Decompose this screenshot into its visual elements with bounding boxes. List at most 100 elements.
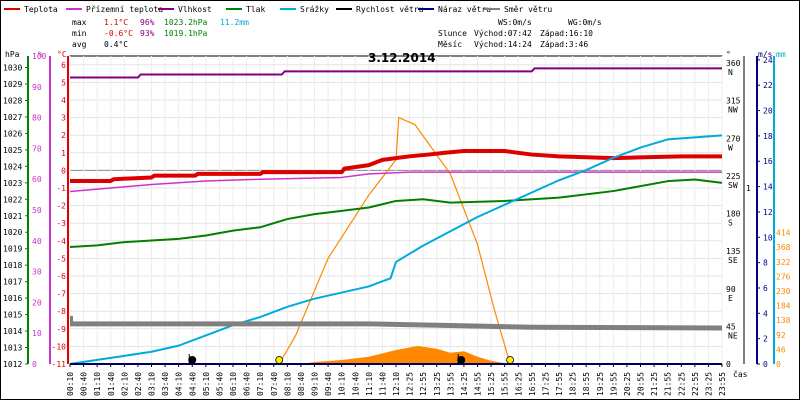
tick-c: 6: [61, 61, 66, 70]
axis-unit-pct: %: [38, 50, 43, 59]
tick-pct: 100: [32, 52, 47, 61]
tick-hpa: 1026: [3, 129, 22, 138]
tick-pct: 40: [32, 237, 42, 246]
tick-x: 23:55: [718, 372, 727, 396]
stat-avg-label: avg: [72, 40, 87, 49]
tick-x: 14:55: [474, 372, 483, 396]
tick-c: 0: [61, 166, 66, 175]
tick-mm: 276: [776, 272, 791, 281]
tick-mm: 368: [776, 243, 791, 252]
tick-x: 02:10: [120, 372, 129, 396]
tick-ms: 24: [763, 56, 773, 65]
tick-x: 06:10: [229, 372, 238, 396]
rain-marker: 1: [746, 184, 751, 193]
stat-max-temp: 1.1°C: [104, 18, 128, 27]
tick-mm: 138: [776, 316, 791, 325]
tick-x: 09:10: [311, 372, 320, 396]
tick-x: 16:25: [514, 372, 523, 396]
legend-label: Tlak: [246, 5, 265, 14]
tick-c: -6: [56, 272, 66, 281]
info-moon-rise: Východ:14:24: [474, 40, 532, 49]
series-line-7: [70, 321, 723, 331]
legend-label: Náraz větru: [438, 5, 491, 14]
tick-hpa: 1016: [3, 294, 22, 303]
tick-x: 12:10: [392, 372, 401, 396]
tick-x: 03:10: [148, 372, 157, 396]
axis-unit-time: čas: [733, 369, 748, 379]
info-sun-rise: Východ:07:42: [474, 29, 532, 38]
tick-dir-name: SW: [728, 181, 738, 190]
tick-dir-deg: 90: [726, 285, 736, 294]
tick-mm: 46: [776, 345, 786, 354]
moon-marker: [457, 356, 466, 364]
tick-c: -2: [56, 202, 66, 211]
tick-hpa: 1019: [3, 245, 22, 254]
series-line-2: [70, 67, 722, 79]
info-moon-set: Západ:3:46: [540, 40, 588, 49]
info-sun-label: Slunce: [438, 29, 467, 38]
tick-x: 00:10: [66, 372, 75, 396]
dir-start-marker: [70, 315, 73, 324]
tick-x: 10:10: [338, 372, 347, 396]
sun-marker: [275, 356, 284, 364]
tick-dir-deg: 225: [726, 172, 741, 181]
tick-c: 1: [61, 149, 66, 158]
tick-dir-deg: 135: [726, 247, 741, 256]
tick-dir-deg: 0: [726, 360, 731, 369]
solar-line: [278, 116, 511, 365]
tick-x: 23:25: [704, 372, 713, 396]
legend-label: Přízemní teplota: [86, 5, 163, 14]
tick-pct: 70: [32, 144, 42, 153]
tick-dir-deg: 45: [726, 322, 736, 331]
tick-hpa: 1015: [3, 311, 22, 320]
tick-hpa: 1023: [3, 179, 22, 188]
axis-unit-mm: mm: [776, 50, 786, 59]
tick-x: 12:25: [406, 372, 415, 396]
tick-pct: 0: [32, 360, 37, 369]
tick-pct: 90: [32, 83, 42, 92]
tick-dir-deg: 315: [726, 97, 741, 106]
tick-c: -4: [56, 237, 66, 246]
tick-x: 07:40: [270, 372, 279, 396]
tick-x: 17:25: [541, 372, 550, 396]
legend-label: Teplota: [24, 5, 58, 14]
tick-dir-name: S: [728, 219, 733, 228]
legend-label: Směr větru: [504, 5, 552, 14]
tick-hpa: 1029: [3, 80, 22, 89]
tick-x: 22:55: [691, 372, 700, 396]
tick-dir-name: E: [728, 294, 733, 303]
tick-ms: 16: [763, 157, 773, 166]
tick-c: 3: [61, 114, 66, 123]
stat-max-hum: 96%: [140, 18, 155, 27]
legend-label: Vlhkost: [178, 5, 212, 14]
tick-x: 18:55: [582, 372, 591, 396]
series-line-4: [69, 134, 723, 365]
tick-hpa: 1022: [3, 195, 22, 204]
plot-series: [69, 67, 723, 365]
tick-hpa: 1012: [3, 360, 22, 369]
tick-x: 20:55: [637, 372, 646, 396]
tick-x: 16:55: [528, 372, 537, 396]
tick-pct: 10: [32, 329, 42, 338]
legend-label: Srážky: [300, 5, 329, 14]
stat-min-label: min: [72, 29, 87, 38]
tick-c: -9: [56, 325, 66, 334]
header-info: max 1.1°C 96% 1023.2hPa 11.2mm min -0.6°…: [72, 18, 602, 65]
axis-unit-hpa: hPa: [5, 50, 20, 59]
tick-x: 00:40: [80, 372, 89, 396]
tick-ms: 0: [763, 360, 768, 369]
tick-dir-name: SE: [728, 256, 738, 265]
tick-x: 11:10: [365, 372, 374, 396]
stat-min-temp: -0.6°C: [104, 29, 133, 38]
tick-ms: 14: [763, 183, 773, 192]
tick-c: 5: [61, 78, 66, 87]
tick-x: 13:25: [433, 372, 442, 396]
tick-x: 01:10: [93, 372, 102, 396]
tick-pct: 80: [32, 114, 42, 123]
tick-dir-deg: 180: [726, 210, 741, 219]
tick-hpa: 1014: [3, 327, 22, 336]
tick-x: 07:10: [256, 372, 265, 396]
tick-x: 01:40: [107, 372, 116, 396]
tick-c: -1: [56, 184, 66, 193]
